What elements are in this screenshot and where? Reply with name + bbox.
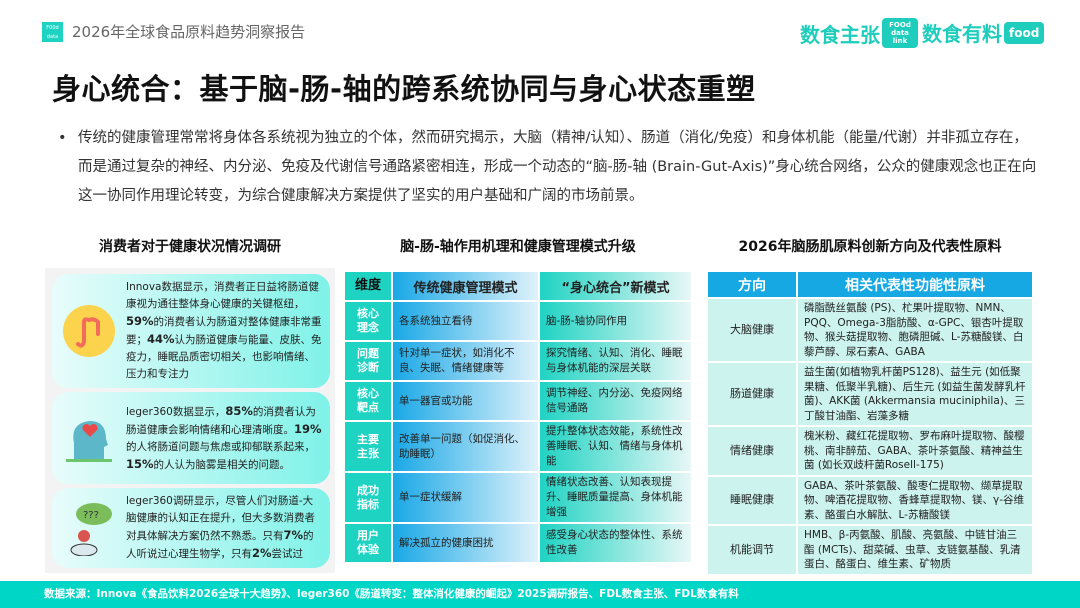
dimension-label: 问题诊断 (357, 347, 379, 374)
stat-highlight: 19% (294, 421, 322, 436)
text-fragment: 认为肠道健康与能量、皮肤、免疫力，睡眠品质密切相关，也影响情绪、压力和专注力 (126, 334, 322, 380)
ingredient-list-cell: 益生菌(如植物乳杆菌PS128)、益生元 (如低聚果糖、低聚半乳糖)、后生元 (… (798, 363, 1032, 425)
dimension-label: 核心理念 (357, 307, 379, 334)
table-cell: 单一器官或功能 (393, 382, 538, 420)
table-row: 成功指标 单一症状缓解 情绪状态改善、认知表现提升、睡眠质量提高、身体机能增强 (345, 473, 691, 522)
direction-cell: 肠道健康 (708, 363, 796, 425)
brand-name: 数食有料 (922, 22, 1002, 46)
text-fragment: 的消费者认为肠道对整体健康非常重要； (126, 316, 322, 346)
table-row: 核心靶点 单一器官或功能 调节神经、内分泌、免疫网络信号通路 (345, 382, 691, 420)
text-fragment: 的人听说过心理生物学，只有 (126, 530, 314, 560)
direction-cell: 大脑健康 (708, 299, 796, 361)
table-cell: 解决孤立的健康困扰 (393, 524, 538, 562)
table-cell: 单一症状缓解 (393, 473, 538, 522)
text-fragment: leger360数据显示， (126, 405, 226, 418)
table-cell: 感受身心状态的整体性、系统性改善 (540, 524, 691, 562)
survey-card: Innova数据显示，消费者正日益将肠道健康视为通往整体身心健康的关键枢纽， 59… (52, 274, 330, 388)
text-fragment: leger360调研显示，尽管人们对肠道-大脑健康的认知正在提升，但大多数消费者… (126, 495, 315, 542)
stat-highlight: 44% (147, 332, 175, 346)
dimension-label: 用户体验 (357, 529, 379, 556)
section-title-ingredients: 2026年脑肠肌原料创新方向及代表性原料 (738, 239, 1002, 255)
intro-paragraph: • 传统的健康管理常常将身体各系统视为独立的个体，然而研究揭示，大脑（精神/认知）… (58, 124, 1038, 211)
intestine-icon (52, 304, 126, 358)
text-fragment: Innova数据显示，消费者正日益将肠道健康视为通往整体身心健康的关键枢纽， (126, 281, 319, 310)
survey-card-text: Innova数据显示，消费者正日益将肠道健康视为通往整体身心健康的关键枢纽， 59… (126, 279, 330, 383)
table-row: 大脑健康 磷脂酰丝氨酸 (PS)、杧果叶提取物、NMN、PQQ、Omega-3脂肪… (708, 299, 1032, 361)
text-fragment: 的消费者认为肠道健康会影响情绪和心理清晰度。 (126, 405, 316, 436)
column-header: “身心统合”新模式 (540, 272, 691, 300)
report-title: 2026年全球食品原料趋势洞察报告 (72, 23, 306, 41)
ingredient-list-cell: 磷脂酰丝氨酸 (PS)、杧果叶提取物、NMN、PQQ、Omega-3脂肪酸、α-… (798, 299, 1032, 361)
dimension-cell: 成功指标 (345, 473, 391, 522)
section-title-mechanism: 脑-肠-轴作用机理和健康管理模式升级 (400, 239, 636, 255)
mind-heart-icon (52, 413, 126, 463)
brand-tag: food (1004, 21, 1045, 44)
stat-highlight: 59% (126, 314, 154, 328)
survey-card: leger360数据显示，85%的消费者认为肠道健康会影响情绪和心理清晰度。19… (52, 392, 330, 484)
table-row: 问题诊断 针对单一症状，如消化不良、失眠、情绪健康等 探究情绪、认知、消化、睡眠与身… (345, 342, 691, 380)
dimension-cell: 核心理念 (345, 302, 391, 340)
table-row: 机能调节 HMB、β-丙氨酸、肌酸、亮氨酸、中链甘油三酯 (MCTs)、甜菜碱、虫… (708, 526, 1032, 574)
table-row: 用户体验 解决孤立的健康困扰 感受身心状态的整体性、系统性改善 (345, 524, 691, 562)
column-header: 传统健康管理模式 (393, 272, 538, 300)
dimension-label: 核心靶点 (357, 387, 379, 414)
table-row: 情绪健康 槐米粉、藏红花提取物、罗布麻叶提取物、酸樱桃、南非醉茄、GABA、茶叶茶… (708, 427, 1032, 475)
survey-card-text: leger360调研显示，尽管人们对肠道-大脑健康的认知正在提升，但大多数消费者… (126, 493, 330, 563)
dimension-cell: 问题诊断 (345, 342, 391, 380)
table-cell: 脑-肠-轴协同作用 (540, 302, 691, 340)
column-header: 维度 (345, 272, 391, 300)
table-row: 睡眠健康 GABA、茶叶茶氨酸、酸枣仁提取物、缬草提取物、啤酒花提取物、香蜂草提取… (708, 476, 1032, 524)
table-cell: 探究情绪、认知、消化、睡眠与身体机能的深层关联 (540, 342, 691, 380)
brand-logo-shuzhuzhang: 数食主张 FOOd data link (800, 18, 918, 48)
table-cell: 情绪状态改善、认知表现提升、睡眠质量提高、身体机能增强 (540, 473, 691, 522)
table-row: 肠道健康 益生菌(如植物乳杆菌PS128)、益生元 (如低聚果糖、低聚半乳糖)、后… (708, 363, 1032, 425)
column-header: 相关代表性功能性原料 (798, 272, 1032, 297)
stat-highlight: 2% (252, 546, 272, 560)
brand-tag: FOOd data link (882, 18, 918, 48)
dimension-cell: 用户体验 (345, 524, 391, 562)
table-cell: 改善单一问题（如促消化、助睡眠） (393, 422, 538, 471)
footer-source: 数据来源：Innova《食品饮料2026全球十大趋势》、leger360《肠道转… (0, 581, 1080, 608)
dimension-label: 成功指标 (357, 483, 379, 511)
ingredient-list-cell: HMB、β-丙氨酸、肌酸、亮氨酸、中链甘油三酯 (MCTs)、甜菜碱、虫草、支链… (798, 526, 1032, 574)
table-row: 主要主张 改善单一问题（如促消化、助睡眠） 提升整体状态效能，系统性改善睡眠、认知、… (345, 422, 691, 471)
brand-logo-shuyouliao: 数食有料 food (922, 18, 1045, 47)
text-fragment: 的人认为脑雾是相关的问题。 (153, 458, 291, 471)
ingredient-table: 方向 相关代表性功能性原料 大脑健康 磷脂酰丝氨酸 (PS)、杧果叶提取物、NMN、P… (706, 270, 1034, 576)
section-title-survey: 消费者对于健康状况情况调研 (99, 239, 281, 255)
intro-text: 传统的健康管理常常将身体各系统视为独立的个体，然而研究揭示，大脑（精神/认知）、… (78, 130, 1037, 204)
ingredient-list-cell: 槐米粉、藏红花提取物、罗布麻叶提取物、酸樱桃、南非醉茄、GABA、茶叶茶氨酸、精… (798, 427, 1032, 475)
table-cell: 各系统独立看待 (393, 302, 538, 340)
ingredient-list-cell: GABA、茶叶茶氨酸、酸枣仁提取物、缬草提取物、啤酒花提取物、香蜂草提取物、镁、… (798, 476, 1032, 524)
table-cell: 调节神经、内分泌、免疫网络信号通路 (540, 382, 691, 420)
page-title: 身心统合：基于脑-肠-轴的跨系统协同与身心状态重塑 (52, 72, 756, 106)
table-cell: 提升整体状态效能，系统性改善睡眠、认知、情绪与身体机能 (540, 422, 691, 471)
text-fragment: 的人将肠道问题与焦虑或抑郁联系起来， (126, 440, 315, 453)
svg-text:???: ??? (83, 510, 99, 521)
direction-cell: 睡眠健康 (708, 476, 796, 524)
direction-cell: 机能调节 (708, 526, 796, 574)
table-row: 核心理念 各系统独立看待 脑-肠-轴协同作用 (345, 302, 691, 340)
dimension-cell: 核心靶点 (345, 382, 391, 420)
dimension-cell: 主要主张 (345, 422, 391, 471)
stat-highlight: 7% (283, 528, 304, 542)
report-logo: F00d data (42, 22, 63, 42)
stat-highlight: 85% (225, 403, 253, 418)
table-cell: 针对单一症状，如消化不良、失眠、情绪健康等 (393, 342, 538, 380)
survey-card-text: leger360数据显示，85%的消费者认为肠道健康会影响情绪和心理清晰度。19… (126, 403, 330, 474)
survey-card: ??? leger360调研显示，尽管人们对肠道-大脑健康的认知正在提升，但大多数… (52, 488, 330, 568)
dimension-label: 主要主张 (357, 432, 379, 460)
mode-table: 维度 传统健康管理模式 “身心统合”新模式 核心理念 各系统独立看待 脑-肠-轴协同作用问… (343, 270, 693, 564)
stat-highlight: 15% (126, 456, 154, 471)
direction-cell: 情绪健康 (708, 427, 796, 475)
brand-name: 数食主张 (800, 22, 880, 47)
column-header: 方向 (708, 272, 796, 297)
text-fragment: 尝试过 (271, 548, 304, 560)
bullet-icon: • (58, 130, 67, 146)
question-person-icon: ??? (52, 500, 126, 556)
